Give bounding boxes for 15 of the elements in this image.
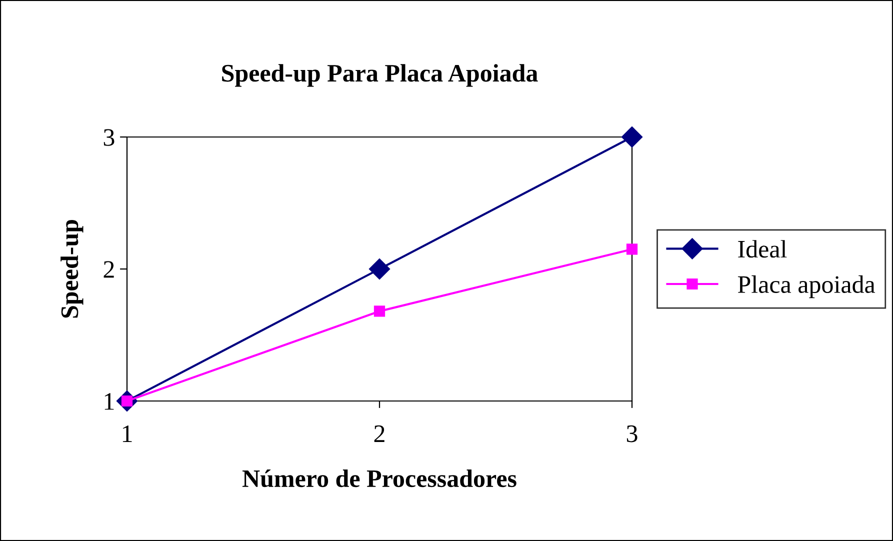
point: [374, 306, 386, 317]
y-tick-label: 3: [104, 129, 114, 146]
chart-title: Speed-up Para Placa Apoiada: [222, 64, 538, 87]
point: [621, 126, 643, 148]
y-axis-title: Speed-up: [60, 220, 84, 318]
x-tick-label: 1: [122, 425, 132, 442]
point: [626, 244, 638, 255]
point: [368, 258, 390, 280]
x-tick-label: 3: [626, 425, 638, 442]
y-tick-label: 2: [104, 261, 114, 278]
y-tick-label: 1: [104, 393, 114, 410]
legend-label: Placa apoiada: [738, 275, 876, 298]
x-tick-label: 2: [374, 425, 384, 442]
legend-label: Ideal: [738, 240, 787, 258]
x-axis-title: Número de Processadores: [242, 469, 516, 488]
